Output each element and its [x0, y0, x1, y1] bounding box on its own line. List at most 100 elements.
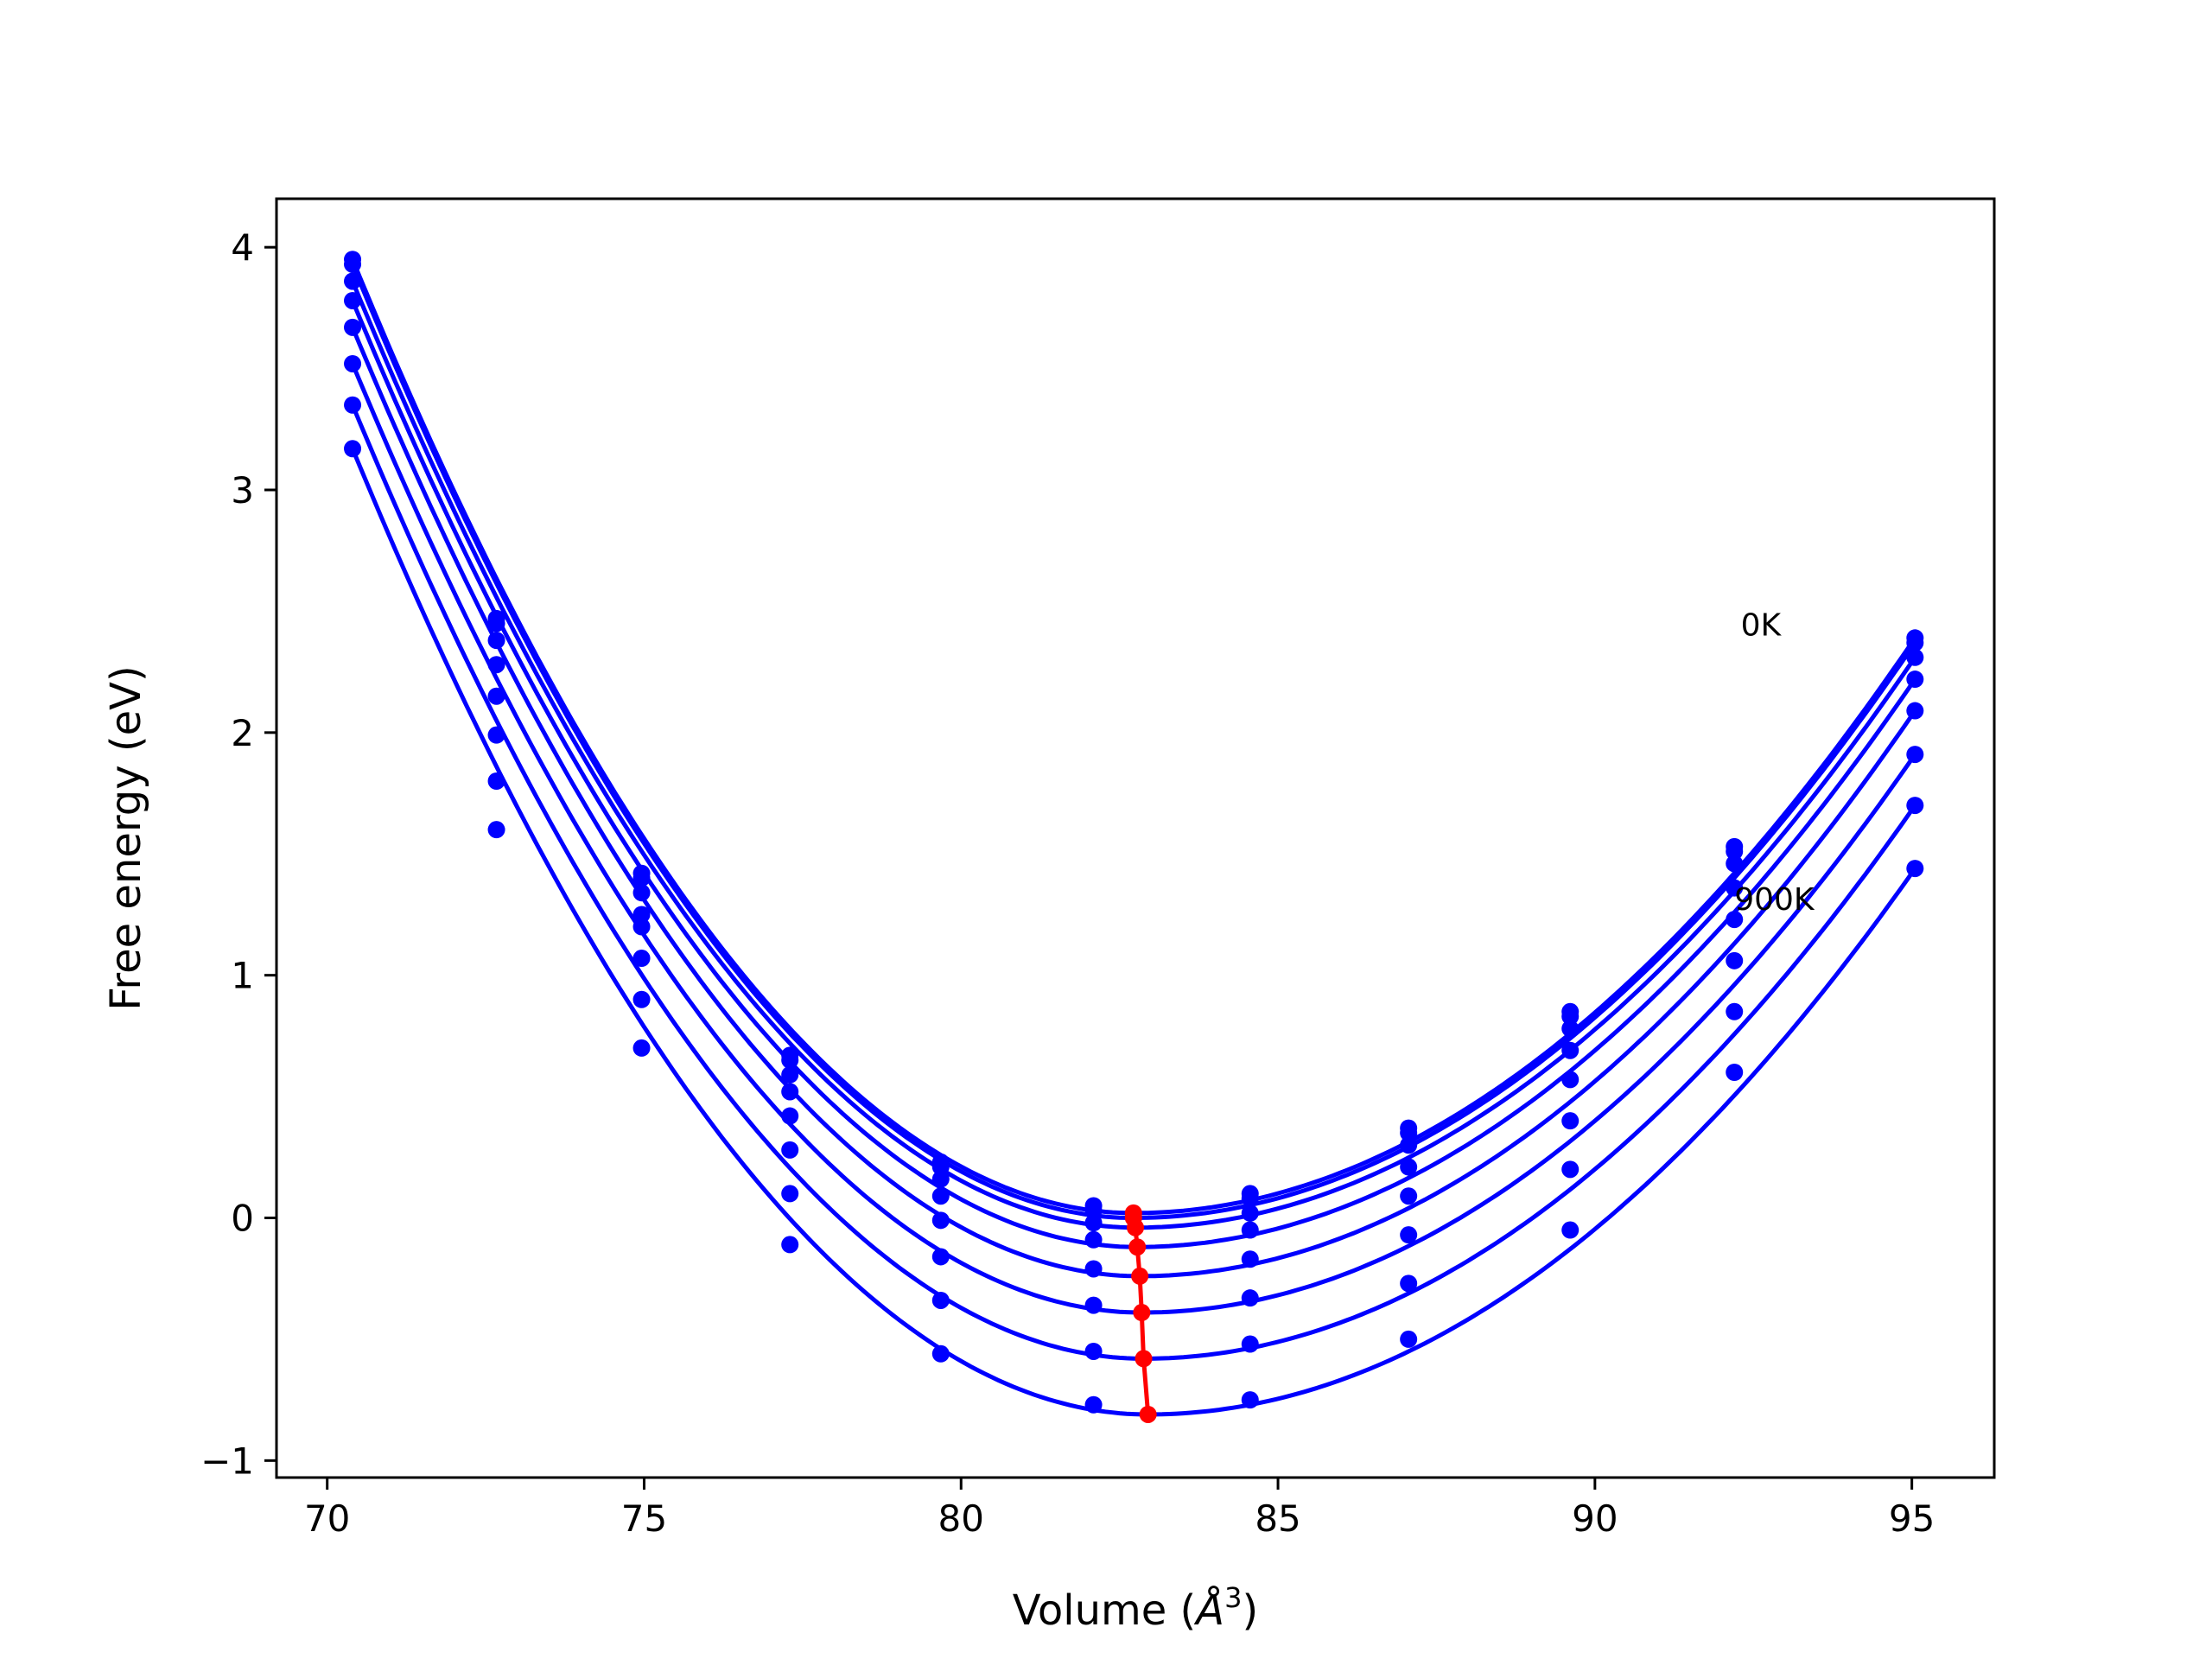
series-6-point-0	[344, 396, 362, 414]
series-4-point-9	[1726, 911, 1744, 929]
series-2-point-5	[1084, 1214, 1103, 1232]
y-tick-label-4: 4	[231, 226, 254, 269]
series-3-point-5	[1084, 1230, 1103, 1249]
series-4-point-1	[487, 687, 505, 705]
series-7-point-9	[1726, 1064, 1744, 1082]
series-6-point-5	[1084, 1342, 1103, 1360]
series-7-point-4	[931, 1344, 950, 1363]
series-5-point-5	[1084, 1296, 1103, 1314]
x-tick-label-75: 75	[621, 1497, 667, 1540]
series-7-point-6	[1241, 1391, 1259, 1409]
minimum-energy-curve	[1124, 1204, 1157, 1423]
x-axis-label: Volume (Å3)	[1013, 1581, 1258, 1635]
series-2-point-1	[487, 632, 505, 650]
series-4-point-0	[344, 318, 362, 336]
series-curve-6	[350, 404, 1917, 1361]
series-6-point-6	[1241, 1335, 1259, 1353]
min-point-7	[1139, 1405, 1157, 1423]
series-5-point-4	[931, 1248, 950, 1266]
series-3-point-1	[487, 656, 505, 674]
y-tick-label-2: 2	[231, 712, 254, 754]
series-7-point-0	[344, 440, 362, 458]
y-tick-label-0: 0	[231, 1198, 254, 1240]
series-7-point-7	[1400, 1330, 1418, 1348]
series-5-point-8	[1561, 1112, 1580, 1130]
x-tick-label-80: 80	[938, 1497, 984, 1540]
series-5-point-3	[781, 1141, 799, 1159]
series-7-point-5	[1084, 1395, 1103, 1414]
plot-frame	[275, 197, 1996, 1479]
series-7-point-10	[1906, 860, 1924, 878]
min-point-6	[1135, 1350, 1153, 1368]
y-tick-label-3: 3	[231, 469, 254, 512]
series-1-point-9	[1726, 842, 1744, 861]
series-4-point-10	[1906, 702, 1924, 720]
series-6-point-3	[781, 1185, 799, 1203]
series-3-point-8	[1561, 1041, 1580, 1059]
min-point-4	[1131, 1267, 1149, 1285]
series-3-point-3	[781, 1083, 799, 1101]
series-1-point-5	[1084, 1202, 1103, 1220]
series-4-point-7	[1400, 1187, 1418, 1205]
x-tick-label-95: 95	[1889, 1497, 1935, 1540]
y-axis-label: Free energy (eV)	[102, 665, 150, 1010]
x-tick-label-70: 70	[304, 1497, 350, 1540]
min-point-3	[1128, 1238, 1147, 1256]
series-5-point-6	[1241, 1289, 1259, 1307]
series-1-point-2	[632, 869, 651, 887]
x-tick-label-90: 90	[1572, 1497, 1618, 1540]
series-1-point-6	[1241, 1190, 1259, 1208]
annotation-900k: 900K	[1734, 882, 1815, 918]
series-1-point-10	[1906, 633, 1924, 652]
series-6-point-7	[1400, 1274, 1418, 1293]
series-5-point-0	[344, 354, 362, 372]
series-7-point-3	[781, 1236, 799, 1254]
series-1-point-4	[931, 1158, 950, 1176]
series-3-point-6	[1241, 1221, 1259, 1239]
plot-points	[344, 251, 1924, 1414]
series-4-point-3	[781, 1107, 799, 1125]
series-7-point-1	[487, 821, 505, 839]
series-2-point-4	[931, 1170, 950, 1188]
series-6-point-2	[632, 990, 651, 1008]
series-2-point-2	[632, 884, 651, 902]
y-tick-label--1: −1	[200, 1440, 254, 1482]
x-axis: 70 75 80 85 90 95	[304, 1478, 1935, 1540]
series-5-point-7	[1400, 1226, 1418, 1244]
series-2-point-7	[1400, 1136, 1418, 1154]
annotation-layer: 0K 900K	[1734, 608, 1815, 918]
series-3-point-9	[1726, 879, 1744, 897]
series-2-point-9	[1726, 855, 1744, 873]
series-3-point-4	[931, 1187, 950, 1205]
series-2-point-0	[344, 272, 362, 290]
series-1-point-1	[487, 614, 505, 632]
series-4-point-5	[1084, 1260, 1103, 1278]
series-curve-7	[350, 448, 1917, 1417]
series-6-point-10	[1906, 797, 1924, 815]
series-2-point-10	[1906, 648, 1924, 666]
series-5-point-2	[632, 950, 651, 968]
y-axis: −1 0 1 2 3 4	[200, 226, 276, 1482]
min-point-5	[1133, 1304, 1151, 1322]
series-4-point-4	[931, 1211, 950, 1230]
series-4-point-6	[1241, 1250, 1259, 1268]
series-4-point-2	[632, 918, 651, 936]
series-2-point-3	[781, 1065, 799, 1084]
series-2-point-6	[1241, 1204, 1259, 1222]
series-3-point-2	[632, 906, 651, 924]
series-2-point-8	[1561, 1020, 1580, 1038]
annotation-0k: 0K	[1741, 608, 1783, 644]
series-5-point-9	[1726, 951, 1744, 969]
series-5-point-10	[1906, 746, 1924, 764]
series-1-point-8	[1561, 1007, 1580, 1026]
y-tick-label-1: 1	[231, 955, 254, 997]
series-1-point-3	[781, 1051, 799, 1069]
series-7-point-2	[632, 1039, 651, 1057]
series-3-point-7	[1400, 1158, 1418, 1176]
series-1-point-7	[1400, 1124, 1418, 1142]
series-6-point-4	[931, 1291, 950, 1309]
series-1-point-0	[344, 255, 362, 273]
series-4-point-8	[1561, 1071, 1580, 1089]
